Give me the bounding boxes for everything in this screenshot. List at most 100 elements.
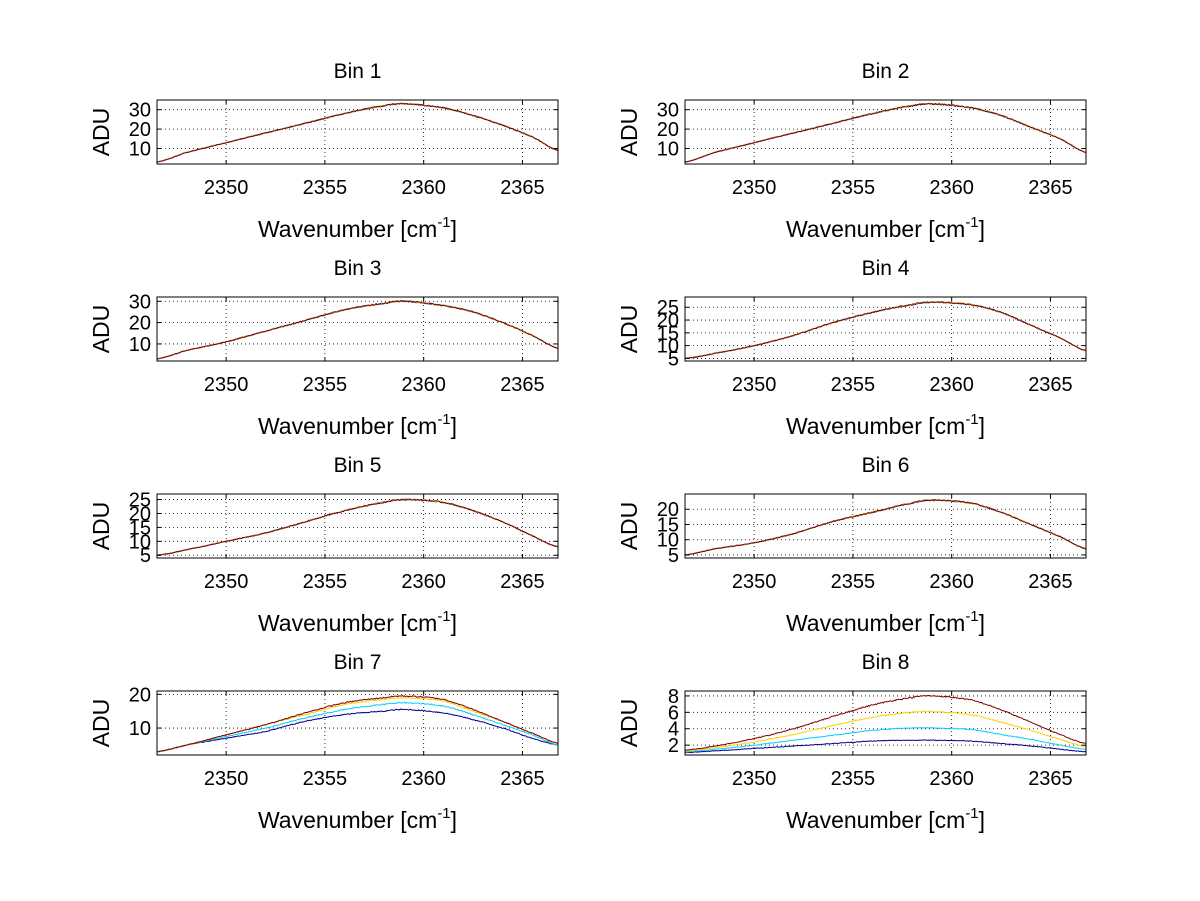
x-tick-label: 2360 — [929, 374, 974, 396]
y-axis-label: ADU — [616, 699, 642, 748]
x-axis-label-end: ] — [979, 807, 985, 833]
x-axis-label-sup: -1 — [437, 214, 450, 231]
x-tick-label: 2365 — [500, 571, 545, 593]
x-axis-label-main: Wavenumber [cm — [786, 807, 965, 833]
x-axis-label: Wavenumber [cm-1] — [786, 411, 985, 439]
y-tick-label: 20 — [657, 310, 679, 332]
x-axis-label-end: ] — [451, 610, 457, 636]
x-tick-label: 2355 — [303, 177, 348, 199]
axes-frame — [684, 99, 1087, 165]
plot-area — [157, 494, 558, 558]
plot-area — [157, 691, 558, 755]
x-tick-label: 2360 — [929, 571, 974, 593]
y-tick-label: 15 — [657, 323, 679, 345]
x-tick-label: 2350 — [204, 768, 249, 790]
y-tick-label: 10 — [129, 718, 151, 740]
y-tick-label: 2 — [668, 735, 679, 757]
x-axis-label-end: ] — [979, 610, 985, 636]
series-line-4 — [156, 498, 559, 556]
series-group — [684, 102, 1087, 163]
y-tick-label: 15 — [657, 514, 679, 536]
series-line-4 — [685, 102, 1087, 163]
series-line-4 — [684, 695, 1087, 751]
series-line-2 — [684, 726, 1087, 753]
x-axis-label-end: ] — [451, 413, 457, 439]
y-axis-label: ADU — [616, 502, 642, 551]
x-axis-label-sup: -1 — [965, 805, 978, 822]
panel-title: Bin 5 — [334, 454, 382, 477]
y-tick-label: 10 — [129, 531, 151, 553]
series-group — [684, 301, 1087, 360]
x-axis-label-main: Wavenumber [cm — [786, 610, 965, 636]
y-axis-label: ADU — [88, 699, 114, 748]
x-axis-label: Wavenumber [cm-1] — [258, 608, 457, 636]
x-tick-label: 2350 — [732, 571, 777, 593]
y-tick-label: 20 — [129, 313, 151, 335]
y-tick-label: 4 — [668, 719, 679, 741]
series-group — [156, 102, 559, 163]
series-line-4 — [156, 102, 559, 163]
plot-area — [157, 297, 558, 361]
x-tick-label: 2350 — [204, 177, 249, 199]
series-line-4 — [684, 301, 1087, 360]
x-axis-label-main: Wavenumber [cm — [258, 610, 437, 636]
x-tick-label: 2355 — [831, 374, 876, 396]
x-tick-label: 2355 — [831, 768, 876, 790]
x-axis-label-end: ] — [451, 216, 457, 242]
y-tick-label: 10 — [129, 334, 151, 356]
x-tick-label: 2360 — [929, 177, 974, 199]
series-line-4 — [156, 300, 559, 360]
x-tick-label: 2365 — [1028, 177, 1073, 199]
y-tick-label: 8 — [668, 686, 679, 708]
x-tick-label: 2360 — [929, 768, 974, 790]
y-axis-label: ADU — [88, 108, 114, 157]
x-tick-label: 2350 — [732, 177, 777, 199]
axes-frame — [684, 493, 1087, 559]
x-axis-label: Wavenumber [cm-1] — [258, 411, 457, 439]
x-axis-label-end: ] — [979, 413, 985, 439]
panel-title: Bin 4 — [862, 257, 910, 280]
x-axis-label-sup: -1 — [437, 411, 450, 428]
series-line-1 — [156, 708, 559, 753]
x-axis-label-main: Wavenumber [cm — [786, 413, 965, 439]
y-tick-label: 10 — [657, 336, 679, 358]
x-tick-label: 2355 — [303, 768, 348, 790]
x-tick-label: 2355 — [831, 177, 876, 199]
y-tick-label: 20 — [129, 684, 151, 706]
x-tick-label: 2350 — [204, 374, 249, 396]
axes-frame — [156, 493, 559, 559]
series-line-2 — [156, 701, 559, 753]
axes-frame — [156, 99, 559, 165]
x-tick-label: 2355 — [303, 374, 348, 396]
x-axis-label: Wavenumber [cm-1] — [258, 805, 457, 833]
x-tick-label: 2355 — [831, 571, 876, 593]
y-axis-label: ADU — [88, 305, 114, 354]
x-axis-label: Wavenumber [cm-1] — [786, 608, 985, 636]
axes-frame — [684, 690, 1087, 756]
series-line-4 — [156, 694, 559, 753]
y-tick-label: 10 — [657, 138, 679, 160]
y-tick-label: 5 — [668, 545, 679, 567]
x-tick-label: 2355 — [303, 571, 348, 593]
series-line-1 — [684, 739, 1087, 754]
y-tick-label: 5 — [140, 545, 151, 567]
y-tick-label: 15 — [129, 517, 151, 539]
plot-area — [685, 297, 1086, 361]
panel-title: Bin 6 — [862, 454, 910, 477]
series-group — [156, 694, 559, 753]
series-group — [684, 498, 1087, 556]
y-axis-label: ADU — [616, 108, 642, 157]
panel-title: Bin 8 — [862, 651, 910, 674]
grid — [157, 691, 558, 755]
x-tick-label: 2365 — [500, 177, 545, 199]
x-axis-label-main: Wavenumber [cm — [258, 413, 437, 439]
x-tick-label: 2350 — [732, 374, 777, 396]
series-group — [156, 498, 559, 556]
y-tick-label: 25 — [129, 490, 151, 512]
x-tick-label: 2365 — [1028, 374, 1073, 396]
x-axis-label-end: ] — [979, 216, 985, 242]
x-axis-label-end: ] — [451, 807, 457, 833]
